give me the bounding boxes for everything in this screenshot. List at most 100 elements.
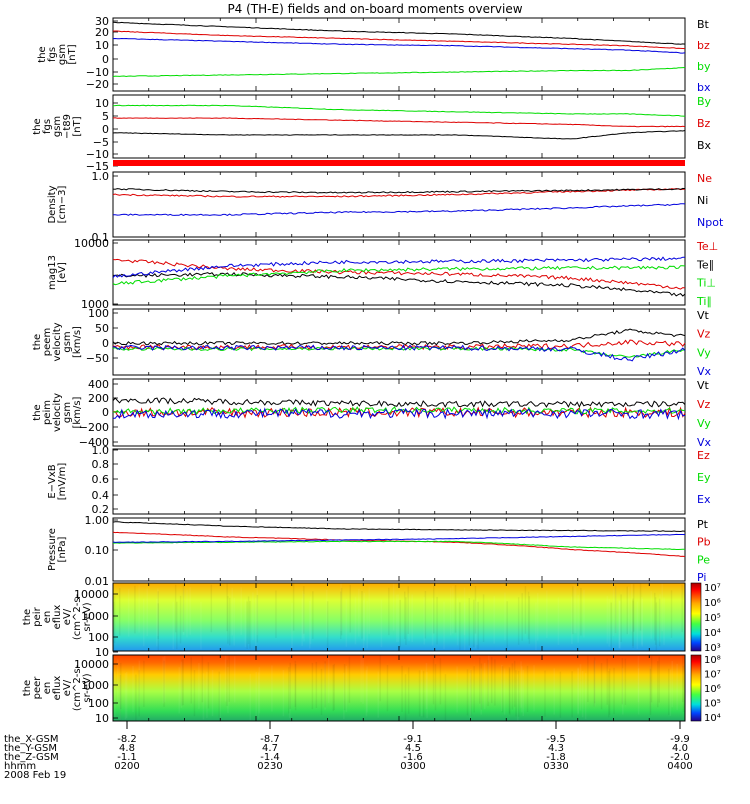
spectrogram-texture [522,669,525,717]
y-tick-label: 1.0 [92,170,110,183]
spectrogram-texture [291,603,293,651]
y-tick-label: −20 [86,78,109,91]
spectrogram-texture [571,596,573,645]
spectrogram-texture [210,584,213,633]
spectrogram-texture [528,596,531,644]
spectrogram-texture [343,664,346,711]
legend-label: Pb [697,536,711,549]
spectrogram-texture [211,669,214,717]
spectrogram-texture [600,663,603,710]
spectrogram-texture [553,668,556,715]
spectrogram-texture [454,585,457,633]
spectrogram-texture [332,664,335,712]
ylabel-line: [km/s] [72,326,83,358]
spectrogram-texture [246,601,248,650]
legend-label: bx [697,81,711,94]
peer-colorbar [690,654,702,722]
spectrogram-texture [162,657,164,704]
legend-label: Vx [697,436,712,449]
spectrogram-texture [138,660,141,707]
spectrogram-texture [252,592,254,640]
time-axis-value: 4.5 [405,743,421,754]
ylabel-line: −t89 [62,114,73,139]
ylabel-line: E−VxB [47,464,58,498]
spectrogram-texture [392,583,395,631]
spectrogram-texture [143,660,145,707]
legend-label: Vz [697,328,711,341]
spectrogram-texture [418,670,421,717]
spectrogram-texture [405,597,407,645]
spectrogram-texture [527,591,530,640]
spectrogram-texture [363,592,366,641]
colorbar-tick-label: 10⁴ [704,713,721,724]
y-tick-label: −400 [79,436,109,449]
time-axis-value: 0200 [114,761,139,772]
series-line-Vx [112,344,686,362]
spectrogram-texture [366,666,368,713]
spectrogram-texture [247,596,250,645]
ylabel-line: peim [42,400,53,425]
series-line-Bz [112,117,686,128]
series-line-bx [112,37,686,54]
ylabel-line: fgs [42,119,53,134]
spectrogram-texture [294,660,297,707]
spectrogram-texture [189,587,191,635]
y-tick-label: 10000 [74,658,109,671]
time-axis-value: 0400 [667,761,692,772]
spectrogram-texture [303,593,305,642]
ylabel-line: Density [47,185,58,223]
spectrogram-texture [228,597,231,646]
spectrogram-texture [132,665,134,713]
spectrogram-texture [358,589,360,637]
spectrogram-texture [345,665,348,713]
spectrogram-texture [641,598,644,647]
spectrogram-texture [258,667,261,714]
y-tick-label: 0 [102,406,109,419]
spectrogram-texture [312,591,314,639]
ylabel-line: mag13 [47,255,58,290]
series-line-Vz [112,339,686,351]
y-tick-label: 0.8 [92,458,110,471]
ylabel-line: eflux [52,605,63,630]
spectrogram-texture [614,585,617,633]
legend-label: bz [697,39,710,52]
time-axis-value: 0330 [543,761,568,772]
spectrogram-texture [473,666,475,713]
spectrogram-texture [610,602,612,651]
spectrogram-texture [249,674,252,721]
spectrogram-texture [124,673,127,720]
spectrogram-texture [348,656,351,703]
peir-colorbar [690,582,702,652]
y-tick-label: 10000 [74,588,109,601]
spectrogram-texture [508,667,511,714]
spectrogram-texture [593,660,596,707]
spectrogram-texture [303,586,305,634]
legend-label: Vx [697,365,712,378]
spectrogram-texture [513,660,516,707]
spectrogram-texture [632,600,634,649]
spectrogram-texture [483,663,486,710]
spectrogram-texture [587,655,589,703]
time-axis-value: -1.1 [117,752,137,763]
spectrogram-texture [118,588,121,636]
spectrogram-texture [650,591,652,639]
spectrogram-texture [228,655,230,702]
colorbar-tick-label: 10⁷ [704,583,721,594]
legend-label: Te⊥ [696,240,718,253]
spectrogram-texture [201,656,204,703]
y-tick-label: 1000 [81,610,109,623]
spectrogram-texture [641,597,643,645]
spectrogram-texture [627,586,630,635]
spectrogram-texture [408,593,410,641]
spectrogram-texture [163,660,165,707]
series-line-Pt [112,521,686,533]
spectrogram-texture [324,661,326,708]
spectrogram-texture [459,602,461,650]
spectrogram-texture [289,671,291,719]
spectrogram-texture [620,594,622,642]
time-axis-value: -2.0 [670,752,690,763]
series-line-Ni [112,187,686,194]
spectrogram-texture [365,670,368,717]
spectrogram-texture [479,657,481,704]
